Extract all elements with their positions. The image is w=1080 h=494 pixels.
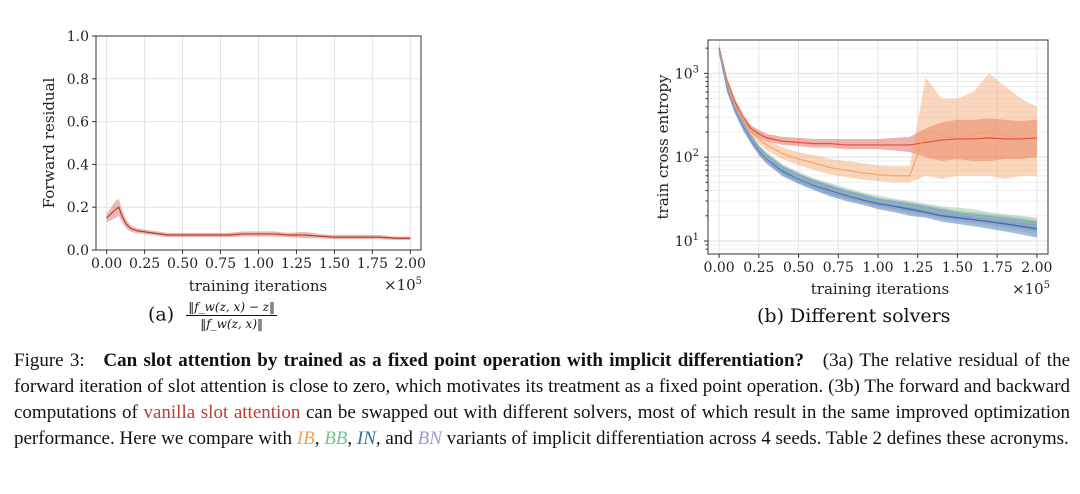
vanilla-term: vanilla slot attention [143, 402, 301, 423]
x-tick-label: 0.00 [704, 260, 735, 276]
y-tick-label: 0.4 [67, 157, 89, 173]
y-tick-labels: 101 102 103 [675, 64, 699, 250]
x-tick-label: 2.00 [1021, 260, 1052, 276]
x-tick-label: 1.75 [982, 260, 1013, 276]
subcaption-a-label: (a) [148, 303, 175, 326]
x-axis-label: training iterations [189, 277, 327, 295]
plot-frame [707, 39, 1049, 255]
series-line-path [718, 49, 1037, 177]
x-tick-label: 2.00 [395, 256, 426, 272]
series-band-area [719, 44, 1037, 162]
formula-numerator: ‖f_w(z, x) − z‖ [186, 300, 278, 316]
comma: , [347, 428, 353, 449]
x-tick-label: 0.00 [91, 256, 122, 272]
x-tick-label: 0.75 [205, 256, 236, 272]
y-tick-labels: 0.0 0.2 0.4 0.6 0.8 1.0 [67, 29, 89, 259]
y-axis-label: Forward residual [40, 77, 58, 208]
series-line-path [718, 49, 1037, 227]
gridlines [704, 40, 1048, 258]
series-lines [718, 47, 1037, 230]
y-axis-label: train cross entropy [654, 74, 672, 220]
x-tick-label: 0.50 [783, 260, 814, 276]
x-tick-labels: 0.00 0.25 0.50 0.75 1.00 1.25 1.50 1.75 2.00 [91, 256, 426, 272]
figure-caption: Figure 3: Can slot attention by trained … [14, 348, 1070, 452]
x-multiplier: ×105 [384, 276, 422, 294]
series-bands [719, 44, 1037, 238]
series-line-path [718, 47, 1037, 146]
bn-term: BN [417, 428, 442, 449]
series-line-path [106, 206, 411, 239]
x-axis-label: training iterations [811, 280, 949, 298]
y-tick-label: 0.2 [67, 200, 89, 216]
ref-3b: (3b) [828, 376, 860, 397]
y-tick-label: 101 [675, 232, 699, 250]
caption-text-2: The forward and backward computations of [14, 376, 1071, 423]
figure-label: Figure 3: [14, 350, 85, 371]
ref-3a: (3a) [822, 350, 854, 371]
ib-term: IB [296, 428, 315, 449]
caption-text-3: can be swapped out with different solver… [14, 402, 1071, 449]
series-band-area [719, 46, 1037, 183]
in-term: IN [356, 428, 376, 449]
x-tick-label: 1.75 [357, 256, 388, 272]
x-tick-label: 1.50 [942, 260, 973, 276]
series-band-area [106, 198, 411, 240]
subcaption-a: (a) ‖f_w(z, x) − z‖ ‖f_w(z, x)‖ [148, 300, 278, 331]
residual-formula: ‖f_w(z, x) − z‖ ‖f_w(z, x)‖ [186, 300, 278, 331]
plot-frame [95, 35, 422, 251]
figure-title: Can slot attention by trained as a fixed… [103, 350, 805, 371]
subcaption-b: (b) Different solvers [757, 305, 951, 327]
caption-text-4: variants of implicit differentiation acr… [446, 428, 1069, 449]
y-tick-label: 0.6 [67, 115, 89, 131]
caption-text-1: The relative residual of the forward ite… [14, 350, 1071, 397]
x-tick-label: 0.75 [823, 260, 854, 276]
x-tick-label: 1.25 [281, 256, 312, 272]
y-tick-label: 102 [675, 148, 699, 166]
x-tick-label: 0.25 [129, 256, 160, 272]
x-tick-label: 1.25 [902, 260, 933, 276]
x-tick-label: 0.50 [167, 256, 198, 272]
x-tick-label: 1.00 [243, 256, 274, 272]
x-tick-label: 1.50 [319, 256, 350, 272]
and-text: , and [375, 428, 413, 449]
y-tick-label: 0.0 [67, 243, 89, 259]
chart-forward-residual: 0.00 0.25 0.50 0.75 1.00 1.25 1.50 1.75 2.00 0.0… [40, 29, 426, 295]
chart-train-cross-entropy: 0.00 0.25 0.50 0.75 1.00 1.25 1.50 1.75 2.00 101… [654, 39, 1053, 298]
x-tick-label: 1.00 [862, 260, 893, 276]
series-line [106, 206, 411, 239]
comma: , [314, 428, 320, 449]
series-band [106, 198, 411, 240]
y-tick-label: 1.0 [67, 29, 89, 45]
y-tick-label: 0.8 [67, 72, 89, 88]
formula-denominator: ‖f_w(z, x)‖ [200, 317, 263, 331]
gridlines [92, 35, 421, 254]
series-band-area [719, 46, 1037, 238]
x-tick-labels: 0.00 0.25 0.50 0.75 1.00 1.25 1.50 1.75 2.00 [704, 260, 1053, 276]
x-tick-label: 0.25 [743, 260, 774, 276]
x-multiplier: ×105 [1012, 280, 1050, 298]
bb-term: BB [324, 428, 348, 449]
y-tick-label: 103 [675, 64, 699, 82]
